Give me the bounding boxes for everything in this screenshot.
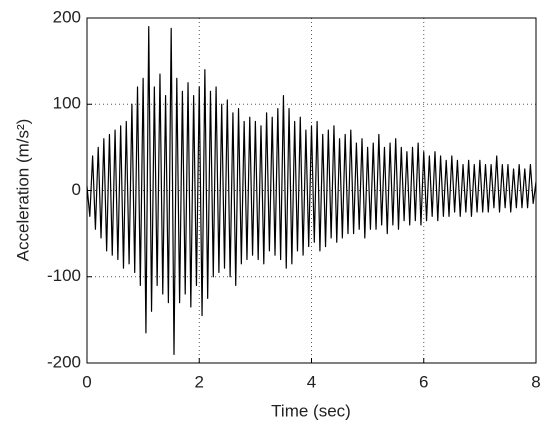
y-tick-label: 100: [53, 94, 81, 113]
y-tick-label: -100: [47, 266, 81, 285]
x-tick-label: 2: [195, 372, 204, 391]
x-tick-label: 4: [307, 372, 316, 391]
y-tick-label: 200: [53, 7, 81, 26]
x-tick-label: 0: [82, 372, 91, 391]
signal-line: [86, 26, 537, 355]
plot-frame: [86, 17, 537, 364]
x-tick-label: 8: [531, 372, 540, 391]
x-axis-label: Time (sec): [271, 401, 351, 420]
x-tick-label: 6: [419, 372, 428, 391]
y-tick-label: -200: [47, 352, 81, 371]
y-tick-label: 0: [72, 180, 81, 199]
y-axis-label: Acceleration (m/s²): [13, 119, 32, 262]
